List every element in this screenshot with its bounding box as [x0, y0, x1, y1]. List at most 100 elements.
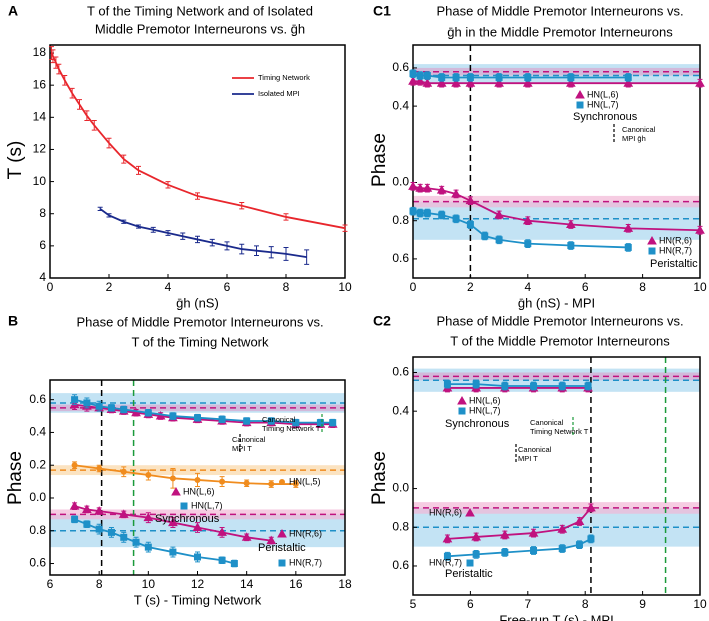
marker	[96, 465, 103, 472]
marker	[278, 559, 286, 567]
x-tick-label: 8	[96, 577, 103, 591]
x-tick-label: 5	[410, 597, 417, 611]
legend-label: HN(R,6)	[659, 235, 692, 245]
marker	[465, 78, 476, 87]
plot-frame	[412, 44, 701, 279]
marker	[71, 462, 78, 469]
error-bar	[195, 192, 200, 200]
y-tick-label: 0.2	[29, 457, 46, 471]
marker	[522, 215, 533, 225]
legend-label: HN(R,7)	[429, 557, 462, 567]
error-bar	[62, 75, 68, 86]
marker	[423, 209, 431, 217]
error-bar	[91, 120, 97, 131]
x-axis-label: T (s) - Timing Network	[134, 592, 262, 607]
x-tick-label: 6	[467, 597, 474, 611]
marker	[71, 396, 79, 404]
marker	[120, 405, 128, 413]
marker	[329, 419, 337, 427]
marker	[83, 399, 91, 407]
error-bar	[239, 243, 245, 255]
marker	[466, 73, 474, 81]
annotation: Synchronous	[445, 418, 510, 430]
marker	[494, 78, 504, 87]
marker	[494, 209, 504, 219]
y-axis-label: T (s)	[5, 141, 26, 180]
y-tick-label: 0.6	[392, 558, 409, 572]
marker	[558, 382, 566, 390]
marker	[458, 407, 466, 415]
marker	[695, 78, 705, 87]
marker	[292, 419, 300, 427]
error-bar	[283, 213, 289, 221]
marker	[415, 183, 426, 192]
annotation: Canonical	[518, 445, 552, 454]
marker	[95, 525, 103, 533]
annotation: Canonical	[262, 415, 296, 424]
marker	[442, 533, 453, 543]
x-tick-label: 12	[191, 577, 205, 591]
series-line	[74, 403, 333, 426]
x-tick-label: 18	[338, 577, 352, 591]
panel-title: Middle Premotor Interneurons vs. ḡh	[95, 21, 305, 36]
annotation: MPI T	[518, 454, 538, 463]
marker	[118, 509, 129, 518]
band	[50, 465, 345, 476]
y-tick-label: 0.8	[29, 523, 46, 537]
marker	[574, 516, 585, 525]
annotation: Canonical	[622, 125, 656, 134]
marker	[451, 78, 461, 87]
marker	[584, 382, 592, 390]
error-bar	[165, 181, 171, 189]
marker	[565, 219, 576, 229]
panel-letter: C2	[373, 313, 391, 329]
marker	[266, 535, 277, 545]
y-tick-label: 0.4	[392, 403, 409, 417]
marker	[576, 101, 584, 109]
marker	[409, 70, 417, 78]
marker	[423, 72, 431, 80]
x-tick-label: 2	[106, 280, 113, 294]
legend-label: HN(L,6)	[469, 395, 501, 405]
x-tick-label: 10	[338, 280, 352, 294]
error-bar	[283, 246, 289, 261]
band	[50, 509, 345, 520]
marker	[567, 73, 575, 81]
marker	[422, 183, 433, 192]
marker	[524, 240, 532, 248]
y-tick-label: 16	[33, 77, 47, 91]
y-axis-label: Phase	[369, 133, 390, 187]
marker	[107, 404, 115, 412]
marker	[466, 559, 474, 567]
annotation: Canonical	[530, 418, 564, 427]
marker	[575, 89, 585, 99]
marker	[495, 236, 503, 244]
series-line	[99, 208, 307, 258]
marker	[69, 501, 80, 510]
series-line	[412, 72, 629, 79]
marker	[169, 475, 176, 482]
annotation: Synchronous	[573, 111, 638, 123]
marker	[95, 402, 103, 410]
error-bar	[106, 213, 112, 218]
error-bar	[209, 238, 215, 247]
band	[50, 404, 345, 412]
annotation: Synchronous	[155, 513, 220, 525]
marker	[558, 545, 566, 553]
marker	[443, 380, 451, 388]
marker	[623, 78, 634, 87]
error-bar	[50, 49, 56, 64]
marker	[416, 72, 424, 80]
marker	[422, 78, 433, 87]
marker	[501, 382, 509, 390]
marker	[557, 524, 568, 533]
y-tick-label: 18	[33, 45, 47, 59]
y-tick-label: 0.6	[392, 251, 409, 265]
legend-label: HN(R,6)	[289, 528, 322, 538]
annotation: Peristaltic	[258, 542, 306, 554]
error-bar	[84, 110, 90, 122]
marker	[530, 382, 538, 390]
marker	[472, 550, 480, 558]
marker	[145, 472, 152, 479]
